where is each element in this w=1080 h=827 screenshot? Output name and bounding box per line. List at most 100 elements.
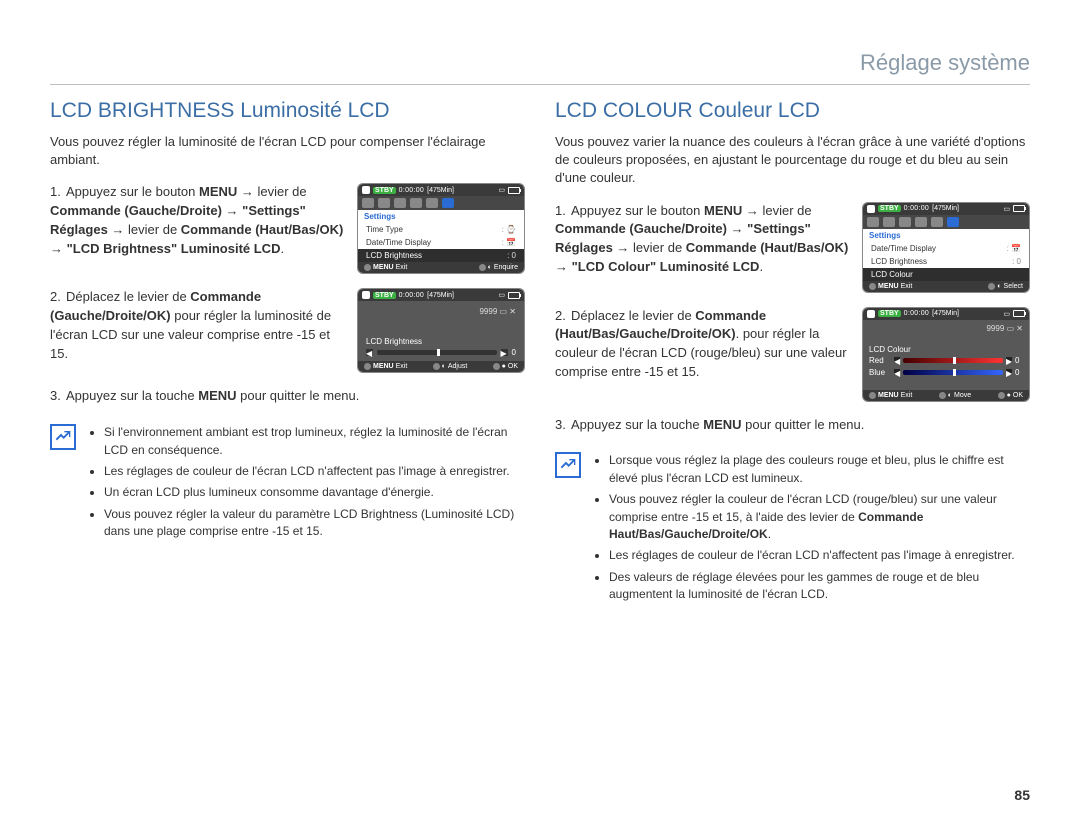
foot-hint: MENU Exit: [869, 392, 912, 399]
lcd-footer: MENU Exit ◐ Move ● OK: [863, 390, 1029, 401]
mode-icon: [867, 310, 875, 318]
lcd-footer: MENU Exit ◐ Enquire: [358, 262, 524, 273]
remaining: [475Min]: [427, 187, 454, 194]
step-text: Appuyez sur la touche MENU pour quitter …: [571, 417, 864, 432]
timecode: 0:00:00: [399, 292, 424, 299]
foot-hint: ◐ Enquire: [479, 264, 518, 271]
card-icon: ▭: [498, 186, 505, 194]
page-number: 85: [1014, 787, 1030, 803]
foot-hint: ◐ Move: [939, 392, 971, 399]
lcd-menu-row: Date/Time Display: 📅: [863, 242, 1029, 255]
lcd-settings-label: Settings: [863, 229, 1029, 242]
right-column: LCD COLOUR Couleur LCD Vous pouvez varie…: [555, 99, 1030, 608]
step-text: Déplacez le levier de Commande (Haut/Bas…: [555, 308, 847, 380]
lcd-adjust-label: LCD Brightness: [366, 337, 516, 346]
note-item: Vous pouvez régler la valeur du paramètr…: [104, 506, 525, 541]
right-intro: Vous pouvez varier la nuance des couleur…: [555, 133, 1030, 188]
left-title: LCD BRIGHTNESS Luminosité LCD: [50, 99, 525, 123]
left-intro: Vous pouvez régler la luminosité de l'éc…: [50, 133, 525, 169]
instruction-step: 2.Déplacez le levier de Commande (Gauche…: [50, 288, 525, 373]
card-icon: ▭: [1003, 310, 1010, 318]
right-notes: Lorsque vous réglez la plage des couleur…: [591, 452, 1030, 607]
remaining: [475Min]: [427, 292, 454, 299]
lcd-status-bar: STBY 0:00:00 [475Min] ▭: [358, 289, 524, 301]
lcd-menu-screenshot: STBY 0:00:00 [475Min] ▭ Settings Time Ty…: [357, 183, 525, 274]
instruction-step: 3.Appuyez sur la touche MENU pour quitte…: [555, 416, 1030, 435]
note-item: Les réglages de couleur de l'écran LCD n…: [609, 547, 1030, 564]
step-text: Appuyez sur la touche MENU pour quitter …: [66, 388, 359, 403]
foot-hint: MENU Exit: [364, 264, 407, 271]
note-icon: [555, 452, 581, 478]
step-text: Appuyez sur le bouton MENU → levier de C…: [50, 184, 343, 256]
lcd-menu-row: LCD Colour: [863, 268, 1029, 281]
note-icon: [50, 424, 76, 450]
step-number: 1.: [555, 202, 571, 221]
foot-hint: MENU Exit: [869, 283, 912, 290]
remaining: [475Min]: [932, 310, 959, 317]
lcd-counter: 9999 ▭ ✕: [366, 307, 516, 316]
step-text: Déplacez le levier de Commande (Gauche/D…: [50, 289, 331, 361]
stby-badge: STBY: [878, 205, 901, 212]
instruction-step: 1.Appuyez sur le bouton MENU → levier de…: [555, 202, 1030, 293]
instruction-step: 2.Déplacez le levier de Commande (Haut/B…: [555, 307, 1030, 402]
instruction-step: 3.Appuyez sur la touche MENU pour quitte…: [50, 387, 525, 406]
battery-icon: [1013, 205, 1025, 212]
lcd-settings-label: Settings: [358, 210, 524, 223]
foot-hint: MENU Exit: [364, 363, 407, 370]
battery-icon: [508, 292, 520, 299]
stby-badge: STBY: [373, 187, 396, 194]
lcd-adjust-label: LCD Colour: [869, 345, 1023, 354]
foot-hint: ● OK: [998, 392, 1023, 399]
note-item: Vous pouvez régler la couleur de l'écran…: [609, 491, 1030, 543]
lcd-menu-row: Date/Time Display: 📅: [358, 236, 524, 249]
battery-icon: [1013, 310, 1025, 317]
lcd-colour-slider: Red◀▶0: [869, 356, 1023, 365]
lcd-slider: ◀▶0: [366, 348, 516, 357]
timecode: 0:00:00: [904, 205, 929, 212]
breadcrumb: Réglage système: [50, 50, 1030, 85]
step-number: 3.: [555, 416, 571, 435]
foot-hint: ◐ Select: [988, 283, 1023, 290]
lcd-menu-row: Time Type: ⌚: [358, 223, 524, 236]
stby-badge: STBY: [373, 292, 396, 299]
foot-hint: ◐ Adjust: [433, 363, 468, 370]
left-column: LCD BRIGHTNESS Luminosité LCD Vous pouve…: [50, 99, 525, 608]
mode-icon: [867, 205, 875, 213]
note-item: Un écran LCD plus lumineux consomme dava…: [104, 484, 525, 501]
lcd-adjust-screenshot: STBY 0:00:00 [475Min] ▭ 9999 ▭ ✕ LCD Bri…: [357, 288, 525, 373]
note-item: Si l'environnement ambiant est trop lumi…: [104, 424, 525, 459]
timecode: 0:00:00: [399, 187, 424, 194]
battery-icon: [508, 187, 520, 194]
timecode: 0:00:00: [904, 310, 929, 317]
stby-badge: STBY: [878, 310, 901, 317]
lcd-category-icons: [358, 196, 524, 210]
left-notes: Si l'environnement ambiant est trop lumi…: [86, 424, 525, 544]
lcd-footer: MENU Exit ◐ Adjust ● OK: [358, 361, 524, 372]
lcd-status-bar: STBY 0:00:00 [475Min] ▭: [358, 184, 524, 196]
lcd-footer: MENU Exit ◐ Select: [863, 281, 1029, 292]
lcd-colour-screenshot: STBY 0:00:00 [475Min] ▭ 9999 ▭ ✕ LCD Col…: [862, 307, 1030, 402]
remaining: [475Min]: [932, 205, 959, 212]
lcd-status-bar: STBY 0:00:00 [475Min] ▭: [863, 308, 1029, 320]
step-text: Appuyez sur le bouton MENU → levier de C…: [555, 203, 848, 275]
step-number: 3.: [50, 387, 66, 406]
step-number: 1.: [50, 183, 66, 202]
foot-hint: ● OK: [493, 363, 518, 370]
lcd-category-icons: [863, 215, 1029, 229]
step-number: 2.: [555, 307, 571, 326]
note-item: Les réglages de couleur de l'écran LCD n…: [104, 463, 525, 480]
instruction-step: 1.Appuyez sur le bouton MENU → levier de…: [50, 183, 525, 274]
lcd-menu-row: LCD Brightness: 0: [863, 255, 1029, 268]
lcd-colour-slider: Blue◀▶0: [869, 368, 1023, 377]
card-icon: ▭: [498, 291, 505, 299]
note-item: Lorsque vous réglez la plage des couleur…: [609, 452, 1030, 487]
mode-icon: [362, 186, 370, 194]
lcd-counter: 9999 ▭ ✕: [869, 324, 1023, 333]
lcd-status-bar: STBY 0:00:00 [475Min] ▭: [863, 203, 1029, 215]
note-item: Des valeurs de réglage élevées pour les …: [609, 569, 1030, 604]
lcd-menu-row: LCD Brightness: 0: [358, 249, 524, 262]
lcd-menu-screenshot: STBY 0:00:00 [475Min] ▭ Settings Date/Ti…: [862, 202, 1030, 293]
step-number: 2.: [50, 288, 66, 307]
mode-icon: [362, 291, 370, 299]
card-icon: ▭: [1003, 205, 1010, 213]
